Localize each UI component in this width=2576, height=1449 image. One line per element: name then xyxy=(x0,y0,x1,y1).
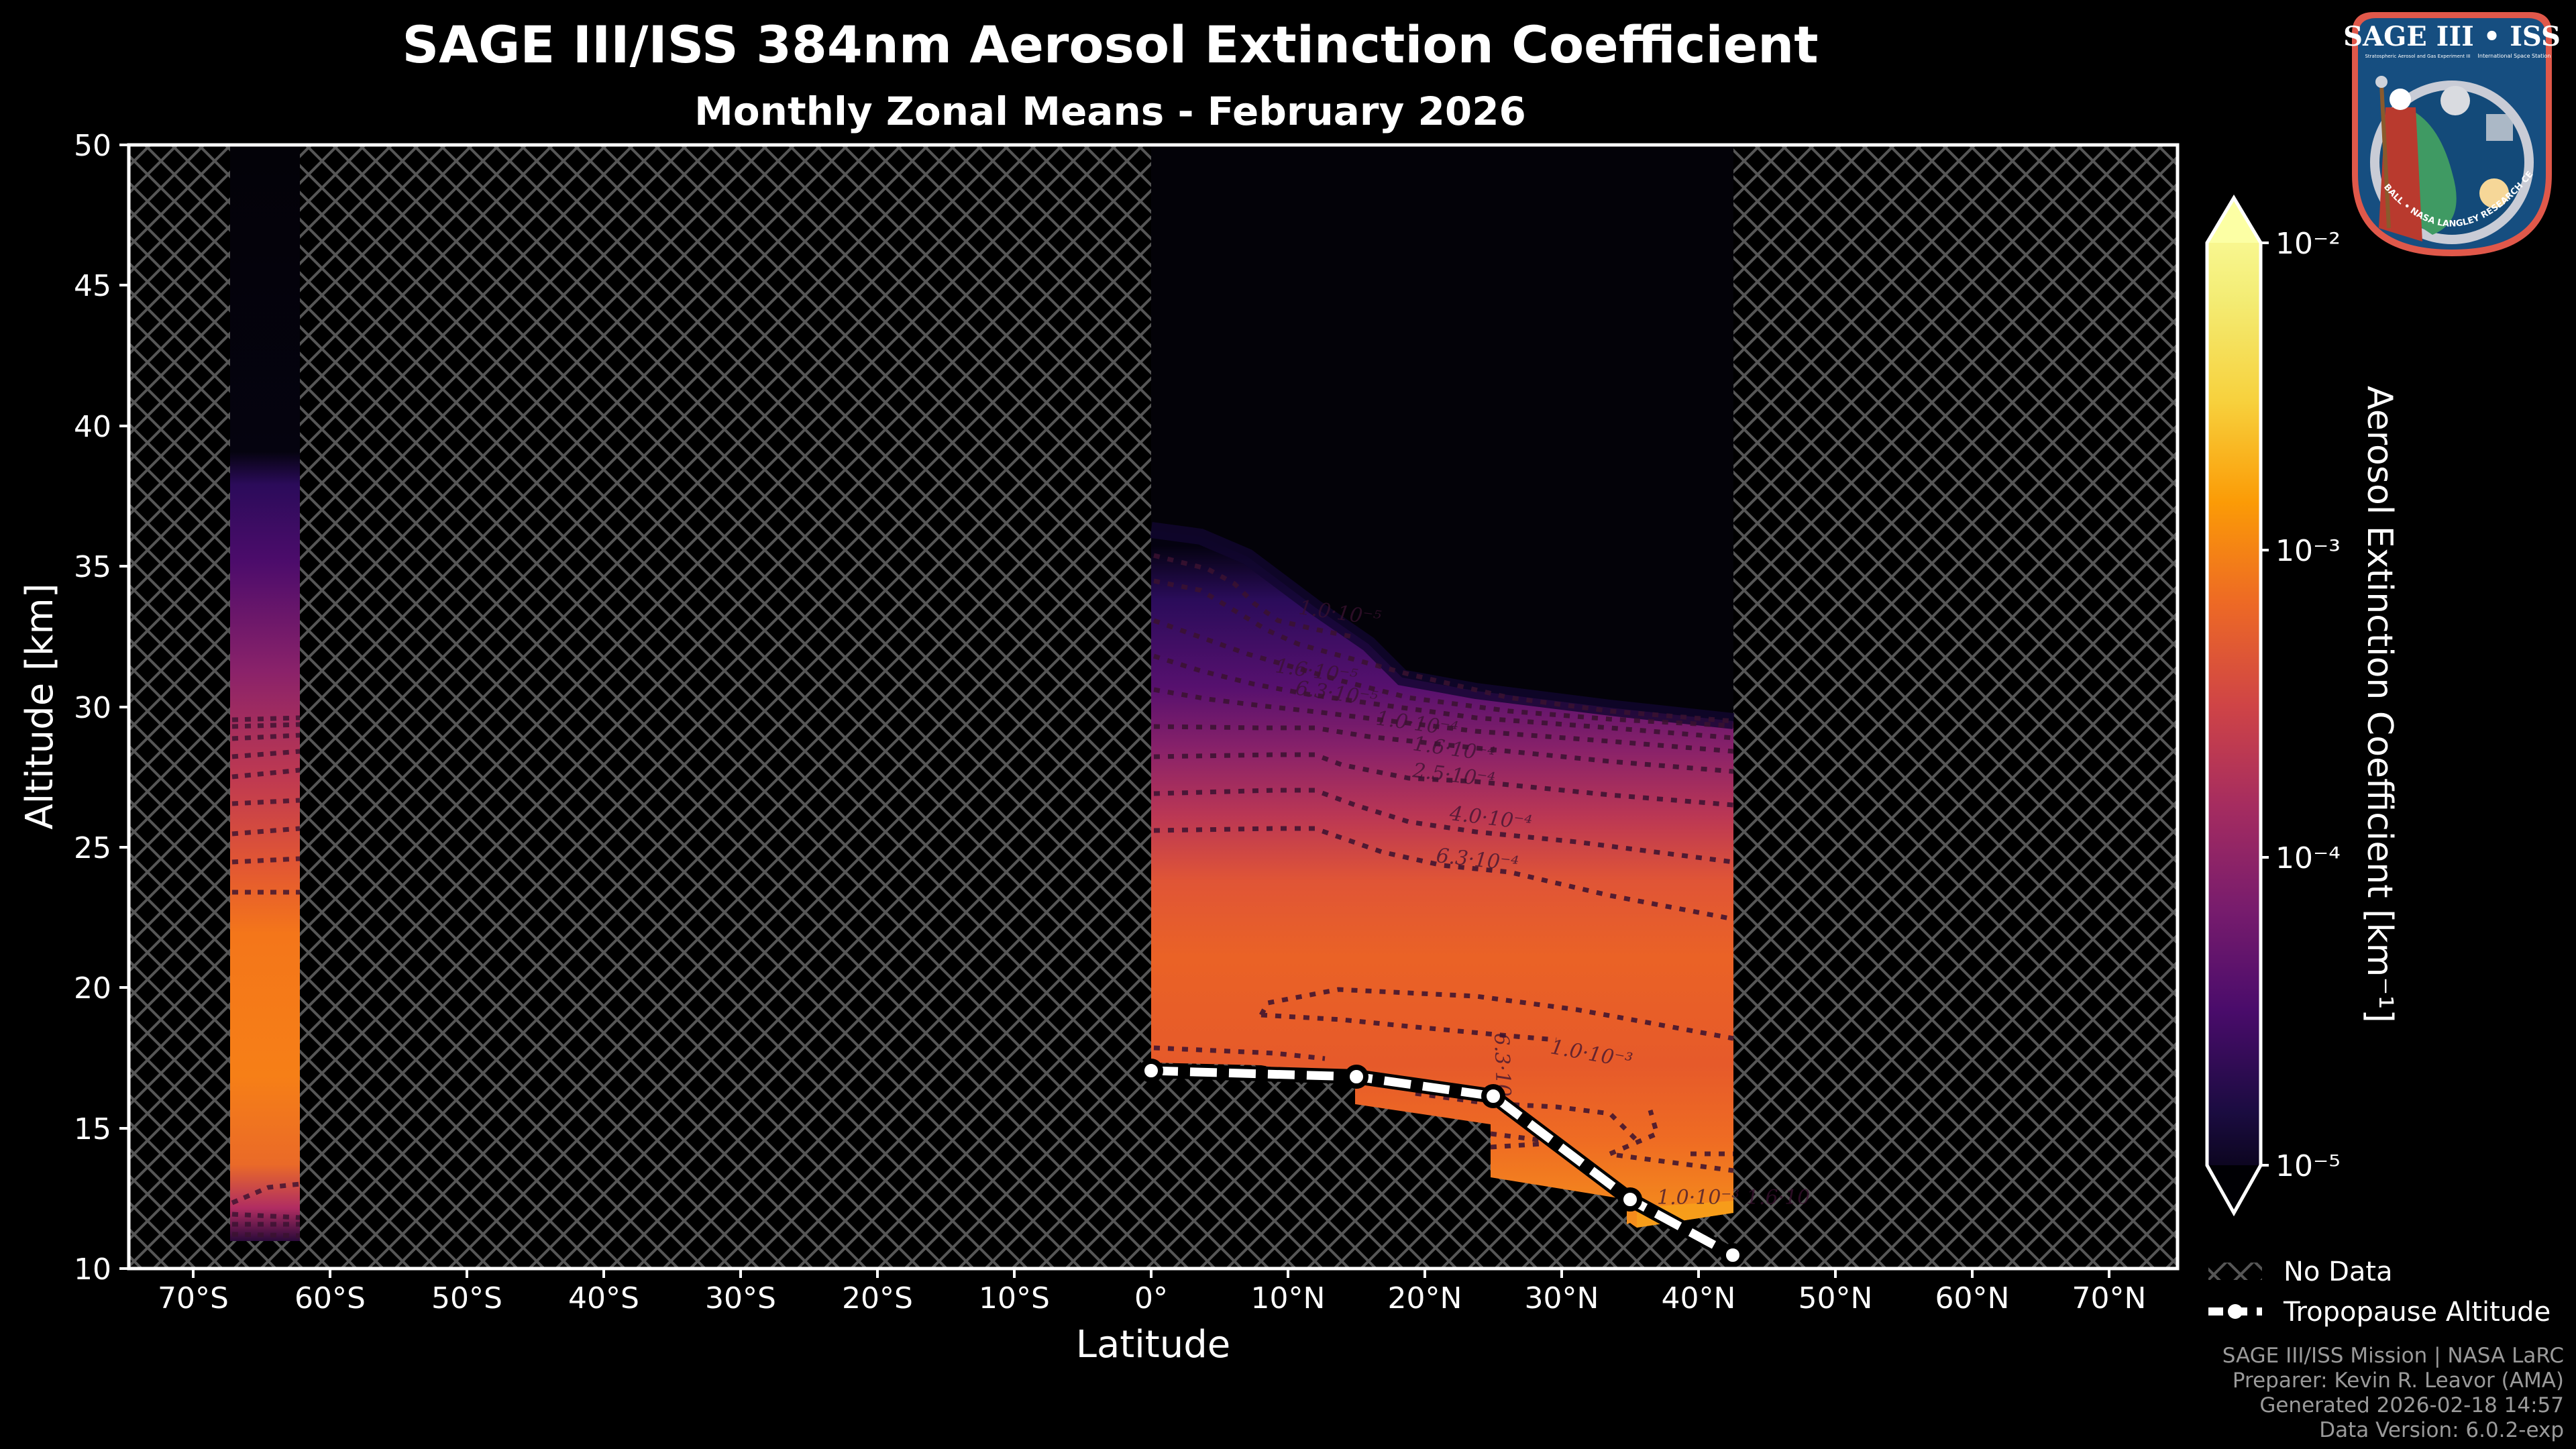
footer-data-version: Data Version: 6.0.2-exp xyxy=(2319,1418,2564,1442)
svg-text:40°S: 40°S xyxy=(568,1281,639,1316)
svg-text:50: 50 xyxy=(74,129,111,163)
plot-area: 1.0·10⁻⁵ 1.6·10⁻⁵ 6.3·10⁻⁵ 1.0·10⁻⁴ 1.6·… xyxy=(129,145,2178,1269)
tropopause-legend-icon xyxy=(2208,1304,2262,1319)
svg-text:International Space Station: International Space Station xyxy=(2478,53,2551,59)
y-axis-tick-labels: 50 45 40 35 30 25 20 15 10 xyxy=(74,129,111,1287)
colorbar-tick-labels: 10⁻² 10⁻³ 10⁻⁴ 10⁻⁵ xyxy=(2275,227,2341,1183)
footer-preparer: Preparer: Kevin R. Leavor (AMA) xyxy=(2232,1368,2564,1393)
svg-text:30: 30 xyxy=(74,691,111,725)
svg-text:30°N: 30°N xyxy=(1525,1281,1599,1316)
svg-text:50°N: 50°N xyxy=(1799,1281,1873,1316)
svg-text:40: 40 xyxy=(74,410,111,444)
footer-mission: SAGE III/ISS Mission | NASA LaRC xyxy=(2222,1344,2564,1368)
svg-text:45: 45 xyxy=(74,269,111,303)
colorbar-label: Aerosol Extinction Coefficient [km⁻¹] xyxy=(2359,386,2400,1023)
svg-text:0°: 0° xyxy=(1134,1281,1168,1316)
contours-tropics xyxy=(1152,553,1734,1173)
svg-text:20: 20 xyxy=(74,971,111,1006)
low-extinction-cap xyxy=(1151,145,1733,721)
svg-text:70°N: 70°N xyxy=(2072,1281,2147,1316)
x-axis-ticks xyxy=(192,1269,2110,1278)
sage-iii-iss-mission-logo: SAGE III • ISS Stratospheric Aerosol and… xyxy=(2339,7,2561,256)
svg-text:60°S: 60°S xyxy=(294,1281,366,1316)
svg-text:10°S: 10°S xyxy=(979,1281,1050,1316)
svg-text:30°S: 30°S xyxy=(705,1281,776,1316)
data-region-south xyxy=(230,145,300,1241)
svg-text:SAGE III • ISS: SAGE III • ISS xyxy=(2343,21,2561,52)
svg-text:15: 15 xyxy=(74,1112,111,1146)
svg-text:10: 10 xyxy=(74,1252,111,1287)
svg-text:40°N: 40°N xyxy=(1662,1281,1736,1316)
svg-text:Stratospheric Aerosol and Gas: Stratospheric Aerosol and Gas Experiment… xyxy=(2365,54,2470,59)
x-axis-tick-labels: 70°S 60°S 50°S 40°S 30°S 20°S 10°S 0° 10… xyxy=(158,1281,2146,1316)
svg-text:10⁻⁴: 10⁻⁴ xyxy=(2275,841,2341,875)
svg-text:20°N: 20°N xyxy=(1388,1281,1462,1316)
footer-generated: Generated 2026-02-18 14:57 xyxy=(2259,1393,2564,1417)
no-data-legend-swatch xyxy=(2208,1263,2262,1280)
footer-credits: SAGE III/ISS Mission | NASA LaRC Prepare… xyxy=(2222,1344,2564,1443)
tropopause-line xyxy=(1139,1059,1745,1267)
y-axis-ticks xyxy=(119,144,129,1270)
colorbar: 10⁻² 10⁻³ 10⁻⁴ 10⁻⁵ Aerosol Extinction C… xyxy=(2205,195,2400,1217)
svg-text:60°N: 60°N xyxy=(1935,1281,2010,1316)
svg-text:10°N: 10°N xyxy=(1251,1281,1326,1316)
y-axis-label: Altitude [km] xyxy=(18,583,62,829)
legend: No Data Tropopause Altitude xyxy=(2208,1256,2551,1328)
x-axis-label: Latitude xyxy=(1076,1323,1230,1366)
svg-text:20°S: 20°S xyxy=(842,1281,913,1316)
svg-text:50°S: 50°S xyxy=(431,1281,502,1316)
svg-text:1.0·10⁻³ 1.6·10: 1.0·10⁻³ 1.6·10 xyxy=(1657,1186,1810,1210)
svg-text:10⁻³: 10⁻³ xyxy=(2275,534,2341,568)
svg-text:70°S: 70°S xyxy=(158,1281,229,1316)
svg-text:10⁻²: 10⁻² xyxy=(2275,227,2341,261)
legend-tropopause-label: Tropopause Altitude xyxy=(2283,1297,2551,1328)
legend-no-data-label: No Data xyxy=(2284,1256,2393,1287)
svg-text:35: 35 xyxy=(74,550,111,584)
svg-text:10⁻⁵: 10⁻⁵ xyxy=(2275,1149,2341,1183)
chart-title: SAGE III/ISS 384nm Aerosol Extinction Co… xyxy=(402,15,1819,74)
svg-text:25: 25 xyxy=(74,831,111,865)
chart-subtitle: Monthly Zonal Means - February 2026 xyxy=(694,89,1526,134)
contours-south xyxy=(231,715,301,1238)
